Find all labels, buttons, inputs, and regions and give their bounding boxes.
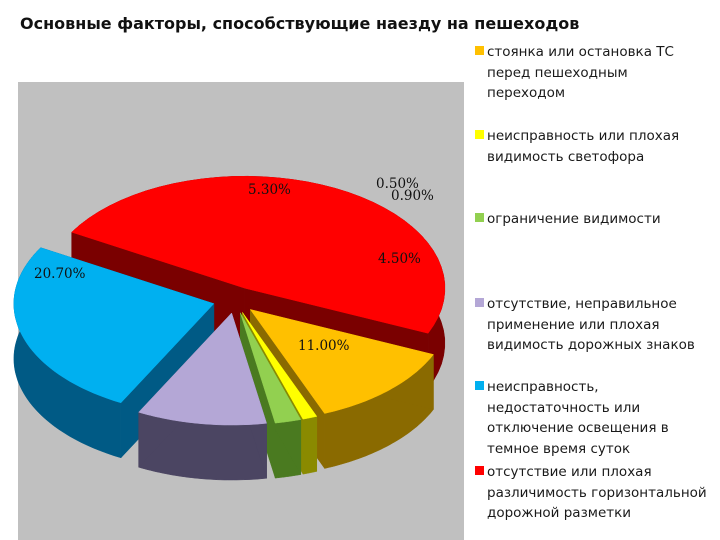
legend-item: ограничение видимости	[475, 209, 709, 230]
slice-top	[240, 312, 302, 424]
legend-swatch-red	[475, 466, 484, 475]
legend-swatch-green	[475, 213, 484, 222]
slice-top	[242, 312, 318, 420]
data-label: 20.70%	[34, 266, 86, 282]
slice-top	[71, 175, 446, 334]
pie-slice	[138, 312, 267, 481]
chart-title: Основные факторы, способствующие наезду …	[20, 14, 580, 33]
legend-swatch-blue	[475, 381, 484, 390]
data-label: 4.50%	[378, 251, 421, 267]
data-label: 0.90%	[391, 188, 434, 204]
data-label: 11.00%	[298, 338, 350, 354]
legend-label: стоянка или остановка ТС перед пешеходны…	[487, 44, 674, 101]
data-label: 5.30%	[248, 182, 291, 198]
slice-top	[13, 247, 215, 404]
legend-item: отсутствие, неправильное применение или …	[475, 294, 709, 356]
legend-item: стоянка или остановка ТС перед пешеходны…	[475, 42, 709, 104]
legend-label: отсутствие, неправильное применение или …	[487, 296, 695, 353]
data-label: 0.50%	[376, 176, 419, 192]
legend-item: отсутствие или плохая различимость гориз…	[475, 462, 709, 524]
legend-item: неисправность или плохая видимость свето…	[475, 126, 709, 167]
legend-label: неисправность, недостаточность или отклю…	[487, 379, 669, 457]
legend-label: неисправность или плохая видимость свето…	[487, 128, 680, 165]
slice-top	[138, 312, 267, 426]
legend-label: ограничение видимости	[487, 211, 661, 227]
legend-label: отсутствие или плохая различимость гориз…	[487, 464, 707, 521]
slice-top	[249, 309, 434, 414]
legend-item: неисправность, недостаточность или отклю…	[475, 377, 709, 459]
legend-swatch-yellow	[475, 130, 484, 139]
legend-swatch-orange	[475, 46, 484, 55]
legend-swatch-lavender	[475, 298, 484, 307]
